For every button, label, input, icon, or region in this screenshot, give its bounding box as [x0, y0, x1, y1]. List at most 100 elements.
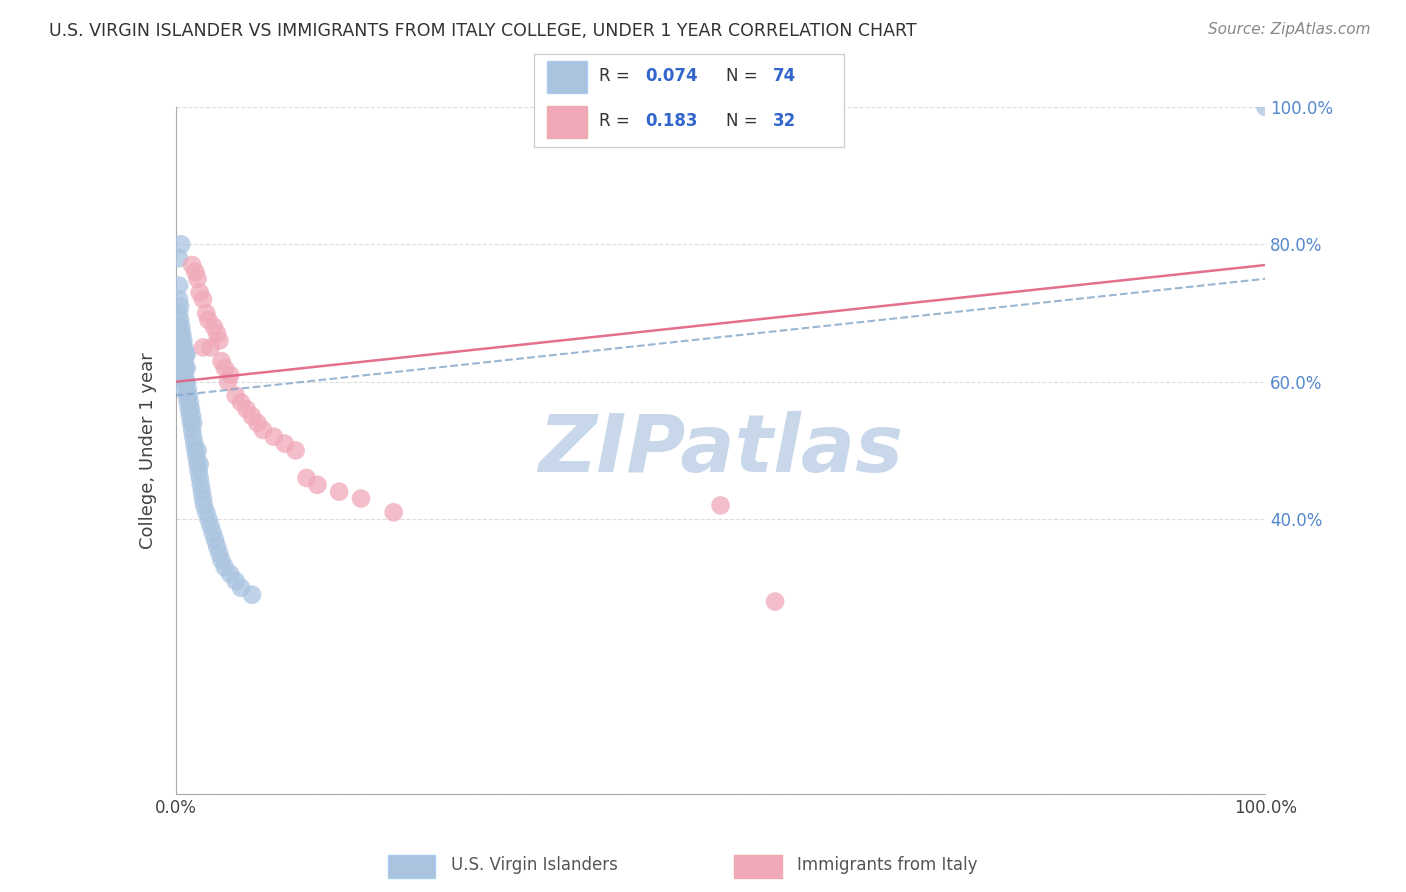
Point [214, 361, 236, 376]
Text: N =: N = [725, 112, 763, 130]
Point [179, 395, 201, 409]
Point [179, 409, 201, 423]
Point [217, 375, 239, 389]
Point [181, 416, 204, 430]
Point [191, 340, 214, 354]
Point [208, 334, 231, 348]
Point [181, 430, 204, 444]
Point [170, 361, 193, 376]
Text: 74: 74 [772, 68, 796, 86]
Point [172, 375, 194, 389]
Point [184, 443, 207, 458]
Text: R =: R = [599, 68, 636, 86]
Point [172, 354, 194, 368]
Point [252, 423, 274, 437]
Point [169, 326, 191, 341]
Point [328, 484, 350, 499]
Point [181, 258, 204, 272]
Point [307, 478, 329, 492]
Point [202, 319, 225, 334]
Point [186, 457, 209, 471]
Point [177, 402, 200, 417]
Point [181, 423, 204, 437]
Point [295, 471, 318, 485]
Point [382, 505, 405, 519]
FancyBboxPatch shape [734, 855, 782, 878]
Point [763, 594, 786, 608]
Point [274, 436, 297, 450]
Point [205, 326, 228, 341]
Point [170, 237, 193, 252]
Y-axis label: College, Under 1 year: College, Under 1 year [139, 352, 157, 549]
Point [246, 416, 269, 430]
Point [180, 416, 202, 430]
Point [204, 533, 226, 547]
Point [211, 354, 233, 368]
Point [187, 464, 209, 478]
Text: 0.074: 0.074 [645, 68, 699, 86]
Point [240, 409, 263, 423]
Point [177, 388, 200, 402]
Text: Source: ZipAtlas.com: Source: ZipAtlas.com [1208, 22, 1371, 37]
Point [208, 546, 231, 561]
Point [167, 251, 190, 265]
FancyBboxPatch shape [547, 106, 586, 138]
Text: ZIPatlas: ZIPatlas [538, 411, 903, 490]
Point [186, 271, 209, 285]
Point [170, 347, 193, 361]
Point [169, 299, 191, 313]
Point [710, 499, 733, 513]
Point [195, 505, 218, 519]
Point [1254, 100, 1277, 114]
Point [190, 478, 212, 492]
Point [231, 581, 253, 595]
Point [174, 347, 197, 361]
Point [180, 402, 202, 417]
Point [191, 293, 214, 307]
Text: R =: R = [599, 112, 636, 130]
Point [181, 409, 204, 423]
Point [167, 334, 190, 348]
Point [197, 512, 219, 526]
Point [188, 457, 211, 471]
Point [177, 395, 200, 409]
FancyBboxPatch shape [388, 855, 436, 878]
Point [240, 588, 263, 602]
Point [172, 334, 194, 348]
Point [191, 491, 214, 506]
Text: 0.183: 0.183 [645, 112, 699, 130]
FancyBboxPatch shape [547, 61, 586, 93]
Point [201, 525, 224, 540]
Point [177, 382, 200, 396]
Point [172, 340, 194, 354]
Point [225, 388, 247, 402]
Point [167, 347, 190, 361]
Point [214, 560, 236, 574]
Point [172, 368, 194, 382]
Point [172, 347, 194, 361]
Point [173, 368, 195, 382]
Point [219, 368, 242, 382]
Text: U.S. VIRGIN ISLANDER VS IMMIGRANTS FROM ITALY COLLEGE, UNDER 1 YEAR CORRELATION : U.S. VIRGIN ISLANDER VS IMMIGRANTS FROM … [49, 22, 917, 40]
Text: N =: N = [725, 68, 763, 86]
Point [174, 375, 197, 389]
Point [169, 354, 191, 368]
Point [167, 293, 190, 307]
Point [188, 471, 211, 485]
Point [200, 340, 222, 354]
Point [176, 361, 198, 376]
Point [211, 553, 233, 567]
Point [191, 484, 214, 499]
Point [231, 395, 253, 409]
Point [170, 319, 193, 334]
Point [172, 326, 194, 341]
Text: U.S. Virgin Islanders: U.S. Virgin Islanders [451, 856, 617, 874]
Point [184, 265, 207, 279]
Point [188, 285, 211, 300]
Point [173, 340, 195, 354]
Point [193, 499, 215, 513]
Point [284, 443, 307, 458]
Point [186, 450, 208, 465]
Point [167, 319, 190, 334]
Point [176, 375, 198, 389]
